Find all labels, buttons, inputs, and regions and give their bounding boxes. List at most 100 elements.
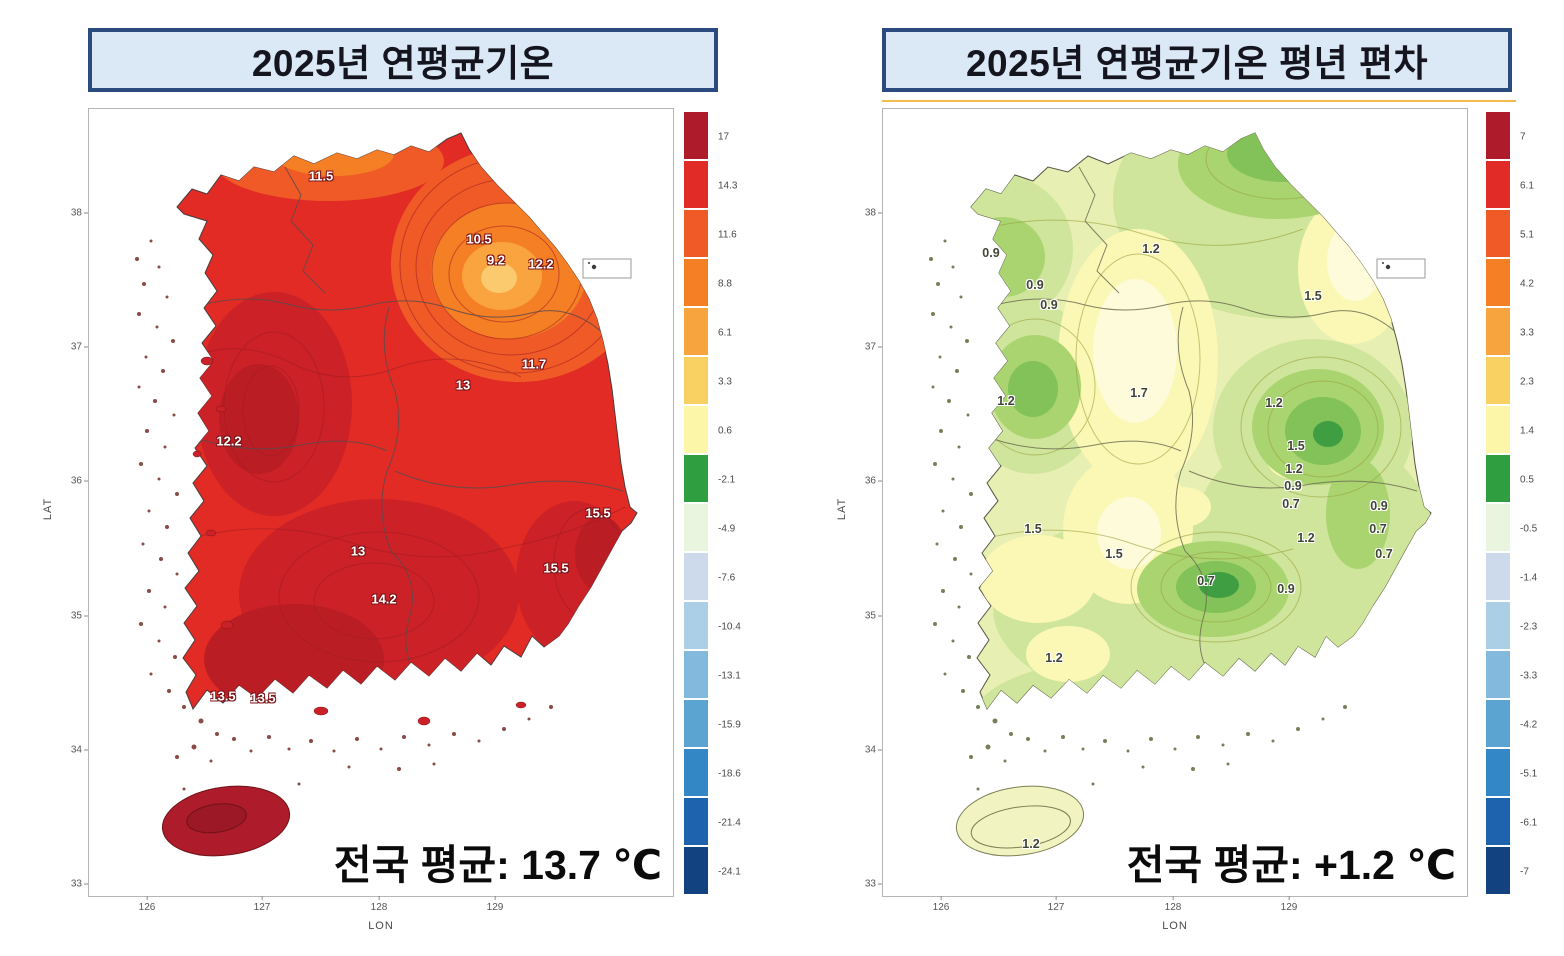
colorbar-swatch — [1486, 602, 1510, 649]
colorbar-tick-label: -24.1 — [718, 866, 741, 877]
colorbar-tick-label: 1.4 — [1520, 425, 1534, 436]
colorbar-swatch — [684, 210, 708, 257]
panel-title-box: 2025년 연평균기온 — [88, 28, 718, 92]
colorbar-swatch — [684, 308, 708, 355]
y-axis-tick: 33 — [71, 879, 89, 890]
colorbar-swatch — [1486, 259, 1510, 306]
colorbar: 7 6.1 5.1 4.2 3.3 2.3 1.4 0.5 -0.5 -1.4 -2.3 -3.3 -4… — [1486, 112, 1564, 896]
colorbar-segment: -21.4 — [684, 798, 774, 847]
colorbar-segment: -7 — [1486, 847, 1564, 896]
jeju-island — [161, 785, 291, 857]
colorbar-tick-label: 0.5 — [1520, 474, 1534, 485]
colorbar-segment: 6.1 — [684, 308, 774, 357]
korea-temperature-map — [135, 132, 638, 857]
x-axis-tick: 129 — [487, 896, 504, 913]
colorbar-segment: 4.2 — [1486, 259, 1564, 308]
colorbar-tick-label: -18.6 — [718, 768, 741, 779]
colorbar: 17 14.3 11.6 8.8 6.1 3.3 0.6 -2.1 -4.9 -7.6 -10.4 -… — [684, 112, 774, 896]
colorbar-tick-label: 3.3 — [718, 376, 732, 387]
colorbar-segment: 11.6 — [684, 210, 774, 259]
colorbar-swatch — [684, 259, 708, 306]
ulleungdo-dokdo-inset-box — [582, 258, 632, 279]
x-axis-tick: 129 — [1281, 896, 1298, 913]
colorbar-segment: -13.1 — [684, 651, 774, 700]
colorbar-tick-label: -0.5 — [1520, 523, 1538, 534]
colorbar-segment: 6.1 — [1486, 161, 1564, 210]
panel-temperature-anomaly: 2025년 연평균기온 평년 편차 — [782, 0, 1564, 956]
colorbar-tick-label: -3.3 — [1520, 670, 1538, 681]
colorbar-tick-label: -4.2 — [1520, 719, 1538, 730]
colorbar-segment: -6.1 — [1486, 798, 1564, 847]
colorbar-tick-label: -4.9 — [718, 523, 736, 534]
national-average-text: 전국 평균: 13.7 ℃ — [330, 842, 665, 888]
colorbar-segment: 3.3 — [1486, 308, 1564, 357]
colorbar-swatch — [1486, 112, 1510, 159]
colorbar-segment: -7.6 — [684, 553, 774, 602]
colorbar-tick-label: 6.1 — [718, 327, 732, 338]
colorbar-swatch — [1486, 210, 1510, 257]
panel-title: 2025년 연평균기온 평년 편차 — [965, 43, 1429, 84]
colorbar-tick-label: 7 — [1520, 131, 1526, 142]
colorbar-swatch — [684, 406, 708, 453]
panel-title: 2025년 연평균기온 — [251, 43, 555, 84]
colorbar-tick-label: -13.1 — [718, 670, 741, 681]
colorbar-swatch — [1486, 357, 1510, 404]
colorbar-segment: 0.6 — [684, 406, 774, 455]
colorbar-segment: 14.3 — [684, 161, 774, 210]
x-axis-title: LON — [368, 920, 394, 932]
colorbar-segment: -0.5 — [1486, 504, 1564, 553]
y-axis-tick: 38 — [71, 208, 89, 219]
colorbar-tick-label: -2.1 — [718, 474, 736, 485]
colorbar-segment: -18.6 — [684, 749, 774, 798]
colorbar-swatch — [684, 161, 708, 208]
colorbar-segment: -2.1 — [684, 455, 774, 504]
korea-anomaly-map — [929, 132, 1432, 857]
jeju-island — [955, 785, 1085, 857]
colorbar-tick-label: -7 — [1520, 866, 1529, 877]
colorbar-segment: -1.4 — [1486, 553, 1564, 602]
y-axis-tick: 34 — [71, 745, 89, 756]
colorbar-segment: -15.9 — [684, 700, 774, 749]
colorbar-swatch — [684, 455, 708, 502]
x-axis-tick: 127 — [1048, 896, 1065, 913]
panel-title-box: 2025년 연평균기온 평년 편차 — [882, 28, 1512, 92]
y-axis-tick: 35 — [71, 611, 89, 622]
colorbar-tick-label: 11.6 — [718, 229, 737, 240]
y-axis-tick: 33 — [865, 879, 883, 890]
colorbar-swatch — [1486, 847, 1510, 894]
x-axis-title: LON — [1162, 920, 1188, 932]
colorbar-swatch — [684, 651, 708, 698]
x-axis-tick: 126 — [139, 896, 156, 913]
colorbar-swatch — [684, 357, 708, 404]
colorbar-tick-label: 17 — [718, 131, 730, 142]
y-axis-tick: 38 — [865, 208, 883, 219]
x-axis-tick: 128 — [371, 896, 388, 913]
colorbar-swatch — [1486, 504, 1510, 551]
colorbar-tick-label: 14.3 — [718, 180, 738, 191]
y-axis-title: LAT — [835, 497, 848, 520]
x-axis-tick: 128 — [1165, 896, 1182, 913]
colorbar-tick-label: 4.2 — [1520, 278, 1534, 289]
panel-annual-mean-temperature: 2025년 연평균기온 — [0, 0, 782, 956]
coastal-islands — [929, 239, 1347, 791]
colorbar-swatch — [1486, 308, 1510, 355]
y-axis-tick: 37 — [865, 342, 883, 353]
y-axis-tick: 36 — [71, 476, 89, 487]
colorbar-tick-label: -1.4 — [1520, 572, 1538, 583]
colorbar-swatch — [1486, 700, 1510, 747]
colorbar-segment: 8.8 — [684, 259, 774, 308]
colorbar-segment: -10.4 — [684, 602, 774, 651]
colorbar-swatch — [1486, 651, 1510, 698]
colorbar-swatch — [1486, 161, 1510, 208]
x-axis-tick: 126 — [933, 896, 950, 913]
colorbar-segment: -4.2 — [1486, 700, 1564, 749]
colorbar-swatch — [684, 504, 708, 551]
colorbar-swatch — [684, 553, 708, 600]
colorbar-swatch — [1486, 749, 1510, 796]
nearshore-red-islets — [192, 356, 527, 726]
map-plot: 0.9 1.2 0.9 0.9 1.5 1.2 1.7 1.2 1.5 1.2 0.9 0.7 0.9 0… — [836, 108, 1468, 932]
x-axis-tick: 127 — [254, 896, 271, 913]
colorbar-segment: -4.9 — [684, 504, 774, 553]
colorbar-tick-label: 0.6 — [718, 425, 732, 436]
